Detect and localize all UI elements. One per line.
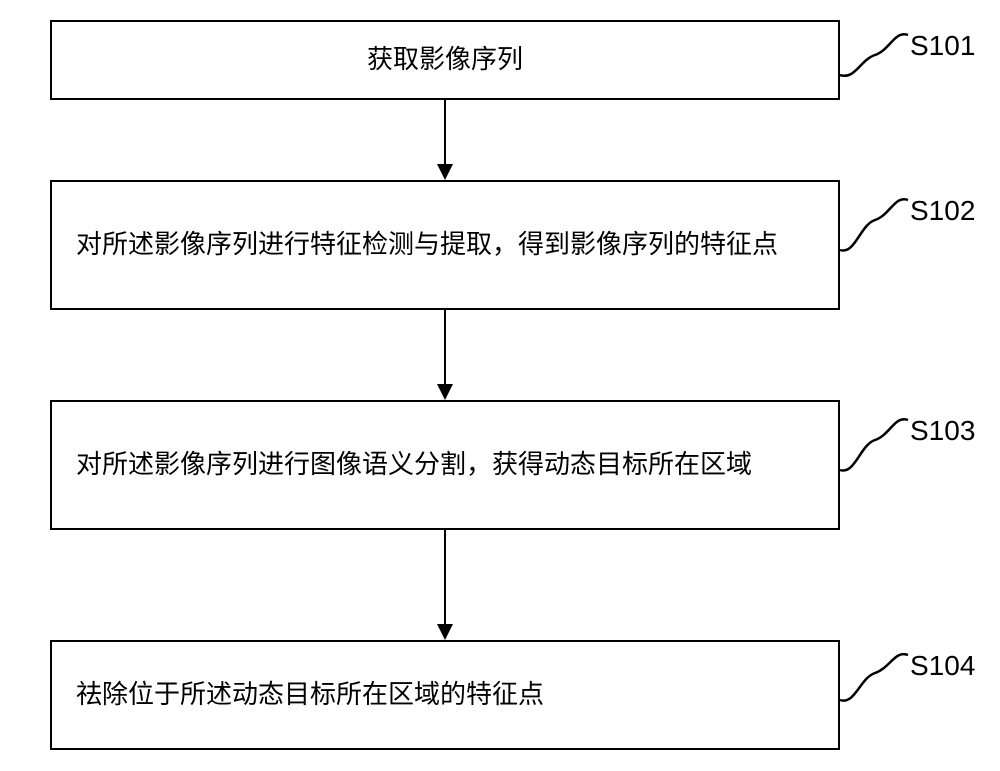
flow-node-2: 对所述影像序列进行特征检测与提取，得到影像序列的特征点 [50,180,840,310]
flow-node-3-text: 对所述影像序列进行图像语义分割，获得动态目标所在区域 [76,444,752,486]
connector-squiggle-1 [840,30,910,90]
step-label-2: S102 [910,195,975,227]
step-label-3: S103 [910,415,975,447]
connector-squiggle-3 [840,415,910,475]
flow-node-4-text: 祛除位于所述动态目标所在区域的特征点 [76,674,544,716]
step-label-1: S101 [910,30,975,62]
flow-node-4: 祛除位于所述动态目标所在区域的特征点 [50,640,840,750]
step-label-4: S104 [910,650,975,682]
flow-node-2-text: 对所述影像序列进行特征检测与提取，得到影像序列的特征点 [76,224,778,266]
flowchart-container: 获取影像序列 对所述影像序列进行特征检测与提取，得到影像序列的特征点 对所述影像… [0,0,1000,771]
flow-node-1-text: 获取影像序列 [367,39,523,81]
flow-arrow-2 [435,310,455,400]
connector-squiggle-2 [840,195,910,255]
flow-node-3: 对所述影像序列进行图像语义分割，获得动态目标所在区域 [50,400,840,530]
flow-node-1: 获取影像序列 [50,20,840,100]
flow-arrow-3 [435,530,455,640]
connector-squiggle-4 [840,650,910,705]
flow-arrow-1 [435,100,455,180]
